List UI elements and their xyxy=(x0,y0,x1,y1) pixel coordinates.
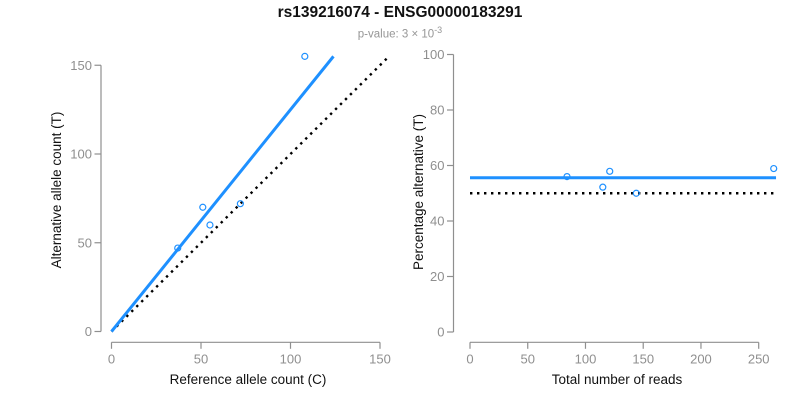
data-point xyxy=(206,221,214,229)
y-tick-label: 60 xyxy=(430,158,444,173)
left-plot-x-axis-title: Reference allele count (C) xyxy=(169,372,327,387)
y-tick-label: 100 xyxy=(423,47,445,62)
subtitle-exponent: -3 xyxy=(434,25,443,35)
data-point xyxy=(563,173,571,181)
y-tick-label: 100 xyxy=(70,147,92,162)
x-tick-label: 100 xyxy=(575,351,597,366)
y-tick-label: 40 xyxy=(430,214,444,229)
y-tick-label: 20 xyxy=(430,269,444,284)
identity-line xyxy=(110,57,389,333)
left-plot-y-axis-title: Alternative allele count (T) xyxy=(49,111,64,269)
x-tick-label: 100 xyxy=(280,351,302,366)
data-point xyxy=(236,200,244,208)
y-tick-label: 50 xyxy=(78,235,92,250)
plot-title: rs139216074 - ENSG00000183291 xyxy=(277,4,523,21)
y-tick-label: 0 xyxy=(437,325,444,340)
x-tick-label: 200 xyxy=(690,351,712,366)
data-point xyxy=(632,189,640,197)
right-plot-x-axis-title: Total number of reads xyxy=(551,372,683,387)
data-point xyxy=(599,183,607,191)
data-point xyxy=(174,244,182,252)
x-tick-label: 150 xyxy=(369,351,391,366)
plot-subtitle: p-value: 3 × 10-3 xyxy=(0,23,800,42)
data-point xyxy=(199,203,207,211)
data-point xyxy=(301,52,309,60)
x-tick-label: 150 xyxy=(632,351,654,366)
regression-line xyxy=(110,55,335,333)
right-plot-y-axis-title: Percentage alternative (T) xyxy=(411,113,426,271)
x-tick-label: 0 xyxy=(108,351,115,366)
x-tick-label: 50 xyxy=(194,351,208,366)
y-tick-label: 80 xyxy=(430,103,444,118)
x-tick-label: 0 xyxy=(466,351,473,366)
data-point xyxy=(606,167,614,175)
x-tick-label: 250 xyxy=(748,351,770,366)
subtitle-text: p-value: 3 × 10 xyxy=(357,28,435,41)
data-point xyxy=(770,164,778,173)
x-tick-label: 50 xyxy=(521,351,535,366)
y-tick-label: 0 xyxy=(85,324,92,339)
y-tick-label: 150 xyxy=(70,58,92,73)
